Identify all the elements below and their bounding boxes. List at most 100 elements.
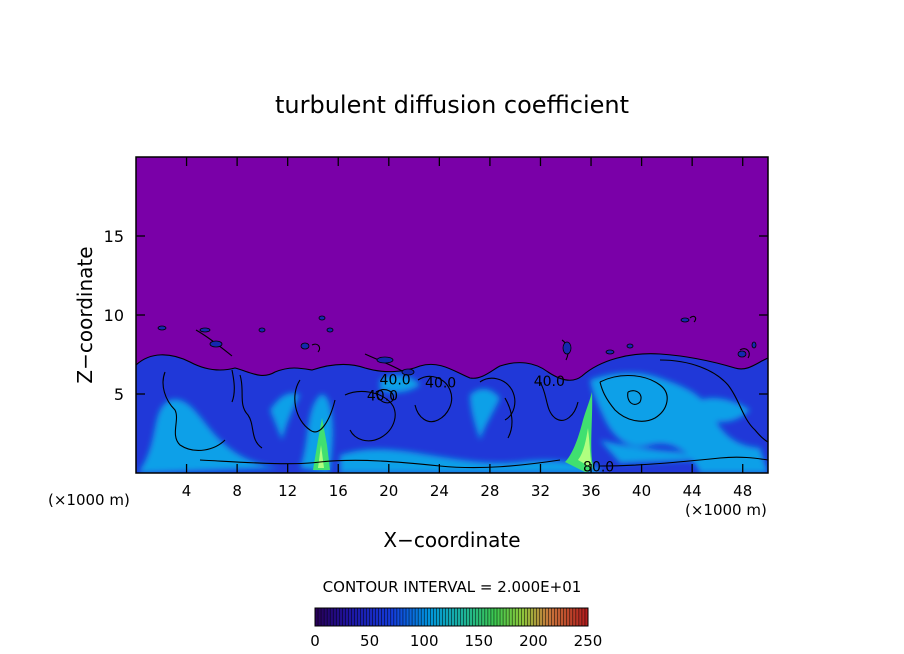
colorbar-cell xyxy=(472,608,477,626)
colorbar-cell xyxy=(357,608,361,626)
colorbar-cell xyxy=(366,608,370,626)
x-tick-label: 16 xyxy=(329,482,348,500)
x-tick-label: 44 xyxy=(683,482,702,500)
colorbar-cell xyxy=(336,608,340,626)
colorbar-tick-label: 100 xyxy=(410,632,439,650)
colorbar-cell xyxy=(463,608,467,626)
x-tick-label: 24 xyxy=(430,482,449,500)
x-tick-label: 36 xyxy=(581,482,600,500)
y-tick-label: 5 xyxy=(114,385,124,404)
colorbar-cell xyxy=(493,608,498,626)
colorbar-cell xyxy=(512,608,516,626)
x-unit-right: (×1000 m) xyxy=(685,501,767,519)
colorbar-cell xyxy=(324,608,328,626)
colorbar-cell xyxy=(436,608,440,626)
contour-label: 40.0 xyxy=(380,373,411,389)
colorbar-cell xyxy=(393,608,398,626)
colorbar-frame xyxy=(314,607,589,627)
colorbar-cell xyxy=(490,608,495,626)
colorbar-cell xyxy=(348,608,352,626)
colorbar-cell xyxy=(487,608,492,626)
colorbar-cell xyxy=(345,608,349,626)
x-tick-label: 20 xyxy=(379,482,398,500)
colorbar-cell xyxy=(406,608,410,626)
colorbar-cell xyxy=(563,608,568,626)
colorbar-cell xyxy=(506,608,510,626)
upper-eddies xyxy=(157,315,757,376)
colorbar-cell xyxy=(521,608,525,626)
colorbar-cell xyxy=(584,608,589,626)
colorbar-cell xyxy=(354,608,358,626)
x-tick-label: 4 xyxy=(182,482,192,500)
colorbar-cell xyxy=(527,608,531,626)
colorbar-cell xyxy=(369,608,373,626)
colorbar-cell xyxy=(321,608,325,626)
colorbar-cell xyxy=(339,608,343,626)
colorbar-cell xyxy=(315,608,319,626)
colorbar-cell xyxy=(363,608,367,626)
colorbar-cell xyxy=(424,608,428,626)
contour-interval-text: CONTOUR INTERVAL = 2.000E+01 xyxy=(323,578,582,596)
y-axis-label: Z−coordinate xyxy=(73,246,97,383)
x-tick-label: 32 xyxy=(531,482,550,500)
colorbar-cell xyxy=(421,608,425,626)
colorbar-cell xyxy=(333,608,337,626)
x-axis-label: X−coordinate xyxy=(383,528,520,552)
colorbar-tick-label: 150 xyxy=(464,632,493,650)
colorbar-cell xyxy=(318,608,322,626)
contour-lines xyxy=(136,315,768,469)
plot-area: 40.040.040.040.080.0 xyxy=(136,157,768,473)
colorbar-cell xyxy=(497,608,501,626)
contour-label: 40.0 xyxy=(534,374,565,390)
colorbar-ticks: 0 50 100 150 200 250 xyxy=(310,632,602,650)
colorbar-cell xyxy=(548,608,552,626)
colorbar-cell xyxy=(539,608,543,626)
colorbar-cell xyxy=(402,608,407,626)
colorbar xyxy=(314,607,589,627)
y-axis: 5 10 15 xyxy=(104,227,768,404)
colorbar-cell xyxy=(415,608,419,626)
colorbar-cell xyxy=(360,608,364,626)
colorbar-cell xyxy=(481,608,486,626)
x-tick-label: 12 xyxy=(278,482,297,500)
x-axis: 4 8 12 16 20 24 28 32 36 40 44 48 xyxy=(182,157,752,500)
colorbar-cell xyxy=(442,608,446,626)
colorbar-cell xyxy=(399,608,404,626)
colorbar-cell xyxy=(478,608,483,626)
colorbar-cell xyxy=(390,608,395,626)
colorbar-cell xyxy=(381,608,386,626)
colorbar-cell xyxy=(387,608,392,626)
colorbar-cell xyxy=(439,608,443,626)
colorbar-cell xyxy=(351,608,355,626)
colorbar-cell xyxy=(536,608,540,626)
colorbar-cell xyxy=(524,608,528,626)
colorbar-cell xyxy=(409,608,413,626)
colorbar-cell xyxy=(475,608,480,626)
colorbar-cell xyxy=(557,608,561,626)
contour-labels: 40.040.040.040.080.0 xyxy=(367,373,614,473)
colorbar-cell xyxy=(384,608,389,626)
colorbar-cell xyxy=(427,608,431,626)
x-tick-label: 8 xyxy=(232,482,242,500)
colorbar-cell xyxy=(372,608,376,626)
colorbar-cell xyxy=(560,608,565,626)
contour-label: 40.0 xyxy=(367,388,398,404)
colorbar-cell xyxy=(518,608,522,626)
colorbar-cell xyxy=(575,608,580,626)
colorbar-cell xyxy=(448,608,452,626)
colorbar-cell xyxy=(533,608,537,626)
colorbar-cell xyxy=(457,608,461,626)
colorbar-cell xyxy=(327,608,331,626)
contour-label: 40.0 xyxy=(425,376,456,392)
colorbar-cell xyxy=(342,608,346,626)
colorbar-cell xyxy=(378,608,383,626)
colorbar-cell xyxy=(396,608,401,626)
colorbar-cell xyxy=(515,608,519,626)
colorbar-tick-label: 250 xyxy=(574,632,603,650)
colorbar-cell xyxy=(554,608,558,626)
colorbar-cell xyxy=(484,608,489,626)
colorbar-cell xyxy=(445,608,449,626)
colorbar-cell xyxy=(466,608,470,626)
x-unit-left: (×1000 m) xyxy=(48,491,130,509)
x-tick-label: 48 xyxy=(733,482,752,500)
